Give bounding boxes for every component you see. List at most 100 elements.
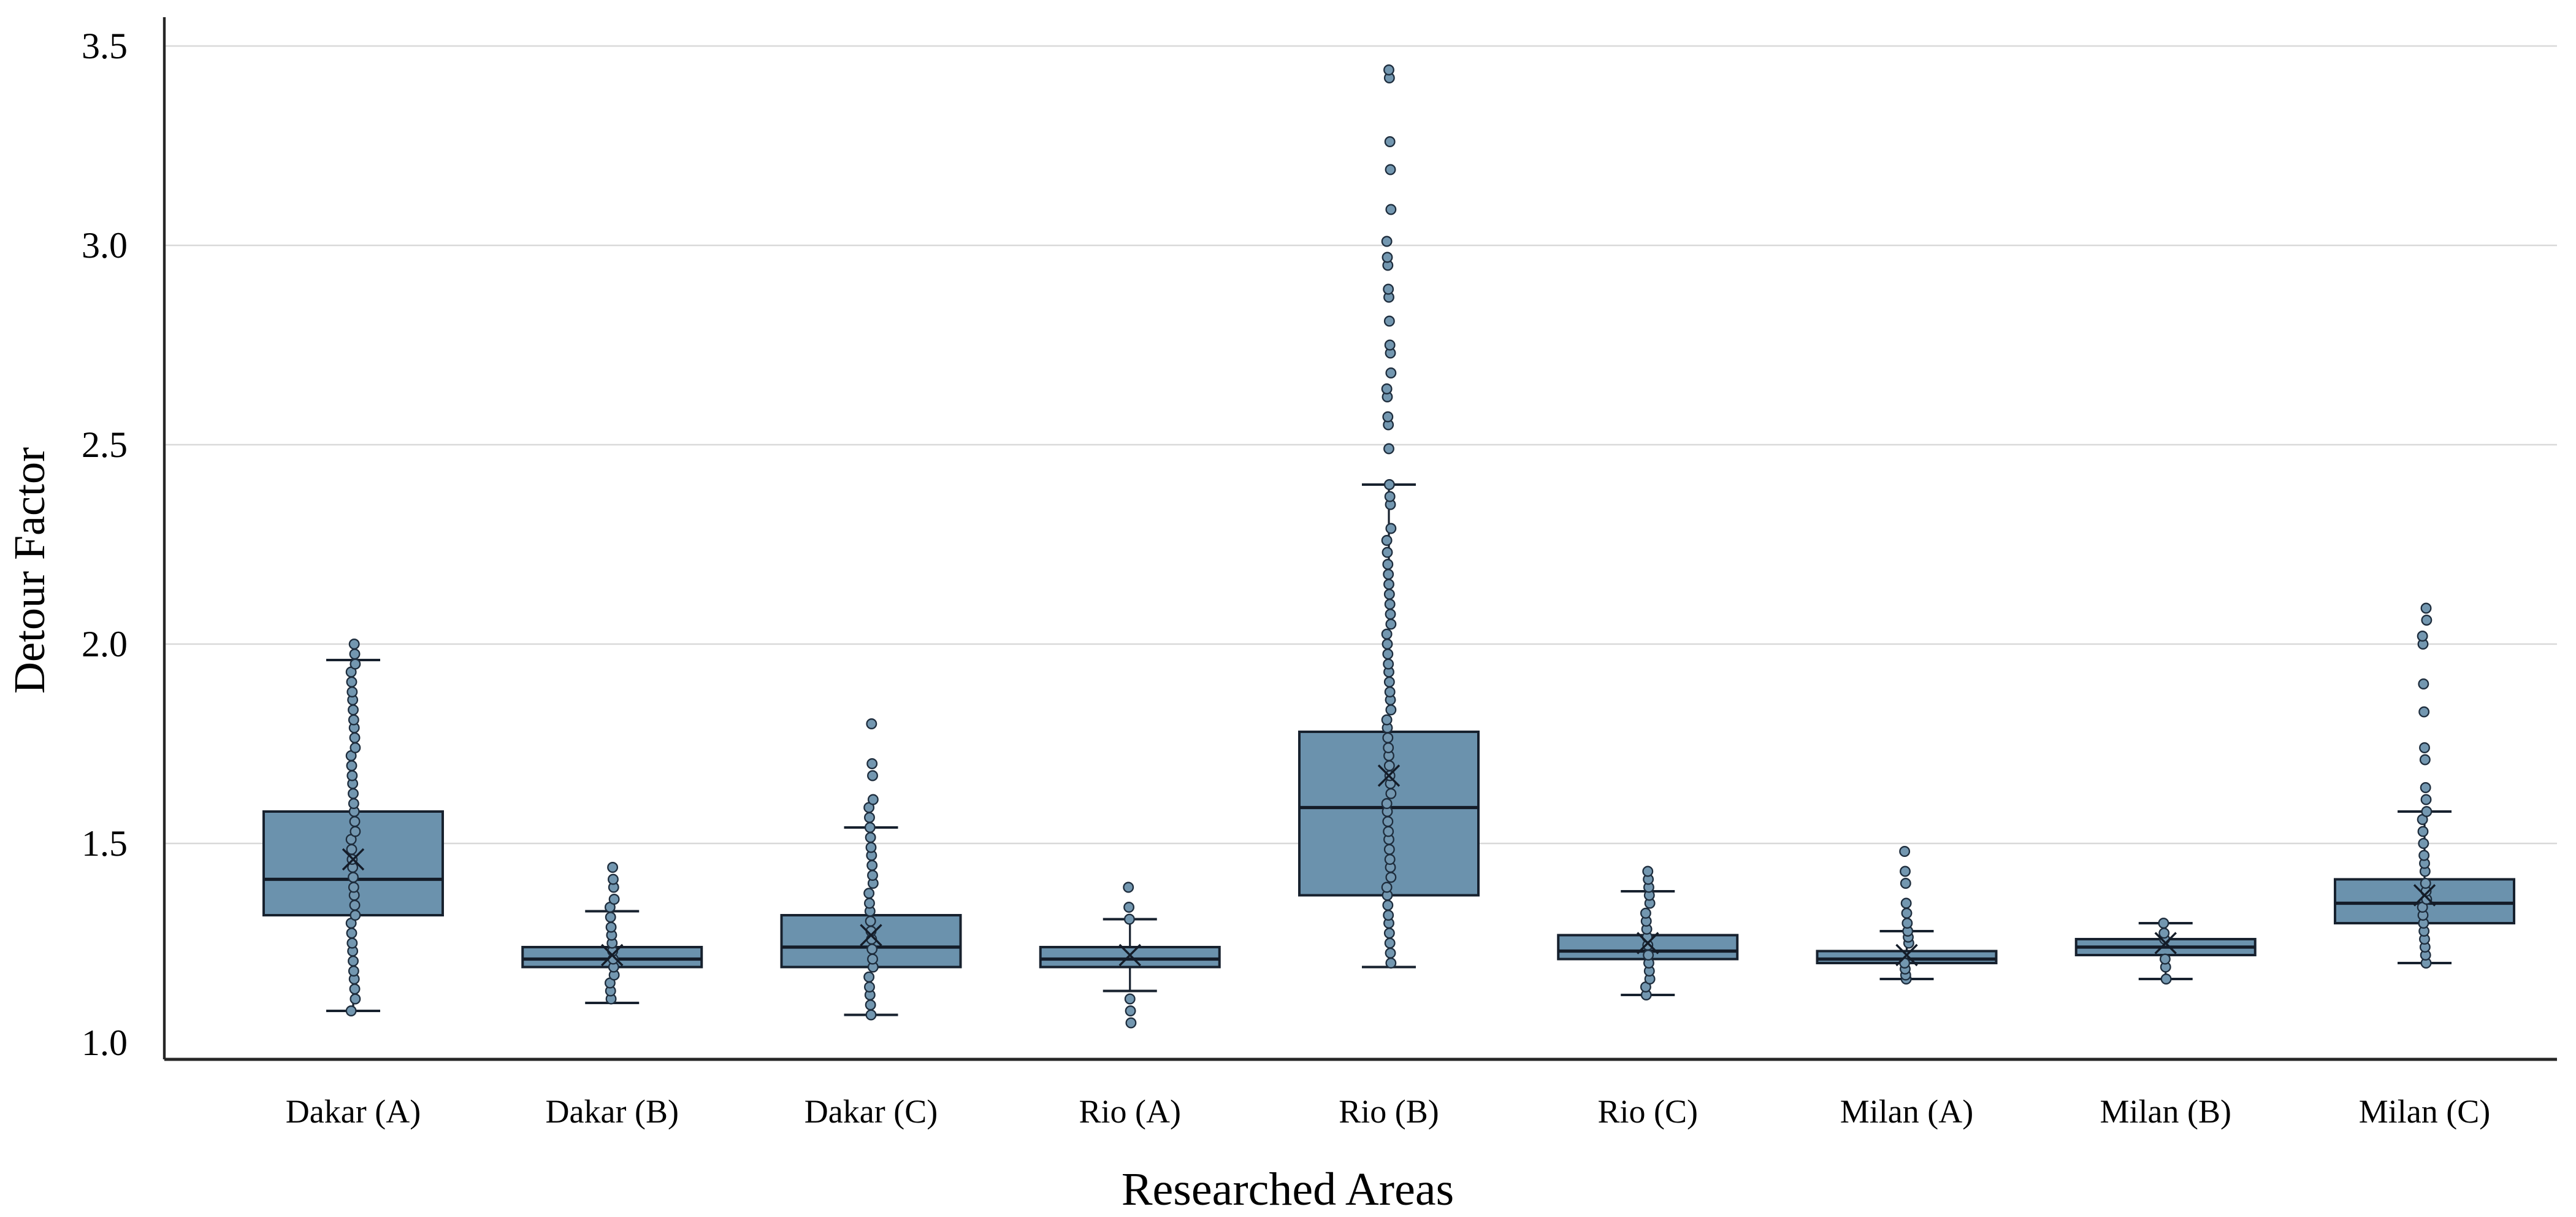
data-point bbox=[348, 872, 359, 883]
data-point bbox=[350, 826, 361, 837]
data-point bbox=[867, 794, 879, 805]
data-point bbox=[865, 915, 876, 927]
data-point bbox=[1385, 872, 1397, 883]
data-point bbox=[1385, 618, 1397, 630]
data-point bbox=[1383, 588, 1395, 600]
data-point bbox=[1383, 315, 1395, 327]
data-point bbox=[1381, 383, 1393, 394]
data-point bbox=[1384, 686, 1396, 697]
data-point bbox=[1384, 599, 1396, 610]
data-point bbox=[1381, 236, 1393, 247]
data-point bbox=[607, 873, 619, 885]
data-point bbox=[865, 1009, 877, 1021]
data-point bbox=[2418, 678, 2429, 689]
category-label: Rio (A) bbox=[1079, 1093, 1181, 1130]
mean-marker bbox=[2154, 932, 2177, 954]
data-point bbox=[865, 999, 876, 1011]
data-point bbox=[864, 822, 876, 833]
data-point bbox=[1123, 881, 1134, 893]
data-point bbox=[348, 798, 359, 809]
data-point bbox=[2418, 850, 2430, 861]
data-point bbox=[2421, 615, 2433, 626]
category-label: Dakar (C) bbox=[805, 1093, 938, 1130]
data-point bbox=[350, 993, 361, 1005]
mean-marker bbox=[1118, 943, 1141, 967]
data-point bbox=[1383, 569, 1394, 580]
data-point bbox=[2417, 631, 2428, 642]
data-point bbox=[350, 910, 361, 921]
data-point bbox=[1384, 854, 1396, 865]
data-point bbox=[349, 816, 361, 827]
category-label: Milan (A) bbox=[1840, 1093, 1973, 1130]
data-point bbox=[1385, 958, 1397, 969]
data-point bbox=[863, 888, 875, 899]
data-point bbox=[348, 955, 359, 967]
data-point bbox=[1383, 283, 1394, 295]
data-point bbox=[2417, 826, 2429, 837]
data-point bbox=[346, 760, 357, 772]
data-point bbox=[1383, 760, 1395, 772]
data-point bbox=[2158, 918, 2169, 929]
data-point bbox=[1383, 927, 1395, 939]
data-point bbox=[348, 966, 359, 977]
data-point bbox=[1385, 704, 1397, 716]
mean-marker bbox=[1637, 932, 1659, 954]
mean-marker bbox=[601, 943, 624, 967]
data-point bbox=[866, 758, 878, 769]
data-point bbox=[346, 927, 357, 939]
data-point bbox=[346, 676, 357, 688]
data-point bbox=[1900, 878, 1911, 889]
data-point bbox=[1382, 899, 1394, 911]
data-point bbox=[346, 843, 357, 855]
data-point bbox=[1384, 937, 1396, 949]
data-point bbox=[1383, 64, 1394, 75]
data-point bbox=[2418, 838, 2429, 849]
data-point bbox=[348, 714, 359, 726]
iqr-box bbox=[1039, 946, 1221, 969]
y-tick-label: 3.0 bbox=[82, 225, 128, 266]
data-point bbox=[1382, 559, 1394, 570]
data-point bbox=[1382, 732, 1394, 743]
y-tick-label: 1.5 bbox=[82, 823, 128, 864]
data-point bbox=[346, 686, 358, 697]
data-point bbox=[2158, 927, 2170, 939]
category-label: Rio (C) bbox=[1597, 1093, 1698, 1130]
data-point bbox=[1382, 411, 1394, 423]
data-point bbox=[1385, 947, 1396, 959]
data-point bbox=[1384, 491, 1396, 502]
data-point bbox=[348, 788, 359, 799]
data-point bbox=[1381, 881, 1393, 893]
data-point bbox=[1383, 826, 1394, 837]
data-point bbox=[348, 639, 360, 650]
data-point bbox=[1381, 628, 1393, 640]
box-group bbox=[780, 718, 962, 1021]
data-point bbox=[867, 770, 878, 781]
data-point bbox=[607, 862, 619, 873]
data-point bbox=[1900, 866, 1911, 877]
mean-marker bbox=[860, 924, 882, 946]
data-point bbox=[346, 770, 358, 781]
data-point bbox=[1382, 639, 1393, 650]
data-point bbox=[866, 943, 878, 955]
x-axis-title: Researched Areas bbox=[1122, 1164, 1454, 1215]
data-point bbox=[1383, 658, 1394, 670]
data-point bbox=[863, 971, 875, 983]
data-point bbox=[2420, 602, 2432, 614]
data-point bbox=[866, 718, 877, 729]
data-point bbox=[1383, 578, 1394, 590]
data-point bbox=[345, 1005, 357, 1016]
data-point bbox=[1383, 742, 1394, 753]
data-point bbox=[349, 648, 361, 660]
data-point bbox=[1125, 1017, 1137, 1029]
data-point bbox=[1383, 676, 1395, 688]
box-group bbox=[1039, 881, 1221, 1029]
data-point bbox=[1642, 866, 1654, 877]
data-point bbox=[350, 742, 361, 753]
data-point bbox=[1901, 907, 1913, 919]
mean-marker bbox=[1895, 943, 1918, 967]
box-group bbox=[262, 639, 444, 1016]
y-tick-label: 2.5 bbox=[82, 424, 128, 465]
y-tick-label: 2.0 bbox=[82, 624, 128, 664]
